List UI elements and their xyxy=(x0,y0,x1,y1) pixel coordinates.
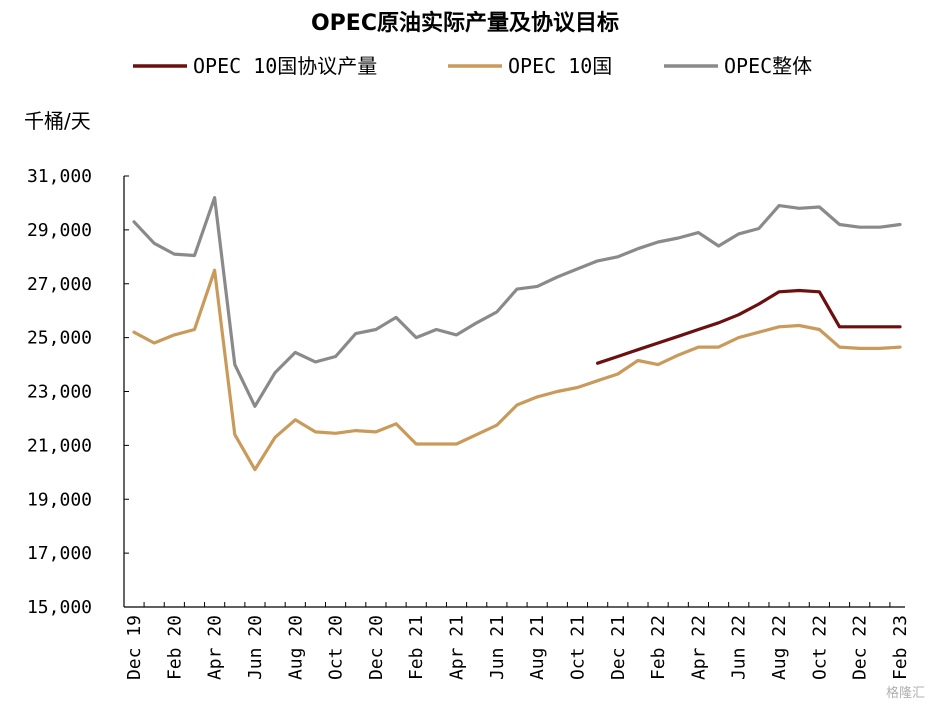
chart-title: OPEC原油实际产量及协议目标 xyxy=(311,10,619,36)
legend-label-2: OPEC整体 xyxy=(724,54,812,78)
x-tick-label: Apr 20 xyxy=(205,615,226,680)
x-tick-label: Apr 22 xyxy=(688,615,709,680)
y-tick-label: 31,000 xyxy=(27,166,92,187)
legend-label-1: OPEC 10国 xyxy=(508,54,612,78)
x-tick-label: Oct 21 xyxy=(567,615,588,680)
x-tick-label: Feb 20 xyxy=(164,615,185,680)
y-tick-label: 15,000 xyxy=(27,597,92,618)
y-tick-label: 19,000 xyxy=(27,489,92,510)
y-tick-label: 25,000 xyxy=(27,328,92,349)
series-group xyxy=(132,196,902,472)
y-tick-label: 29,000 xyxy=(27,220,92,241)
x-tick-label: Dec 19 xyxy=(124,615,145,680)
x-tick-label: Dec 22 xyxy=(850,615,871,680)
legend: OPEC 10国协议产量 OPEC 10国 OPEC整体 xyxy=(133,54,812,78)
x-tick-label: Jun 22 xyxy=(729,615,750,680)
x-tick-label: Jun 20 xyxy=(245,615,266,680)
watermark: 格隆汇 xyxy=(886,685,925,701)
y-axis-label: 千桶/天 xyxy=(24,109,91,133)
x-tick-label: Aug 21 xyxy=(527,615,548,680)
y-tick-label: 21,000 xyxy=(27,435,92,456)
x-tick-label: Feb 23 xyxy=(890,615,911,680)
x-tick-label: Jun 21 xyxy=(487,615,508,680)
x-tick-label: Oct 20 xyxy=(326,615,347,680)
x-tick-label: Feb 21 xyxy=(406,615,427,680)
series-line-0 xyxy=(596,288,902,365)
x-tick-label: Dec 21 xyxy=(608,615,629,680)
y-tick-label: 23,000 xyxy=(27,382,92,403)
x-tick-label: Aug 20 xyxy=(285,615,306,680)
axes: 15,000 17,000 19,000 21,000 23,000 25,000 27,0… xyxy=(27,166,911,680)
x-tick-label: Feb 22 xyxy=(648,615,669,680)
x-tick-label: Aug 22 xyxy=(769,615,790,680)
series-line-2 xyxy=(132,196,902,408)
series-line-1 xyxy=(132,268,902,472)
x-tick-label: Apr 21 xyxy=(447,615,468,680)
legend-label-0: OPEC 10国协议产量 xyxy=(193,54,377,78)
x-tick-label: Oct 22 xyxy=(809,615,830,680)
y-tick-label: 27,000 xyxy=(27,274,92,295)
x-tick-label: Dec 20 xyxy=(366,615,387,680)
y-tick-label: 17,000 xyxy=(27,543,92,564)
